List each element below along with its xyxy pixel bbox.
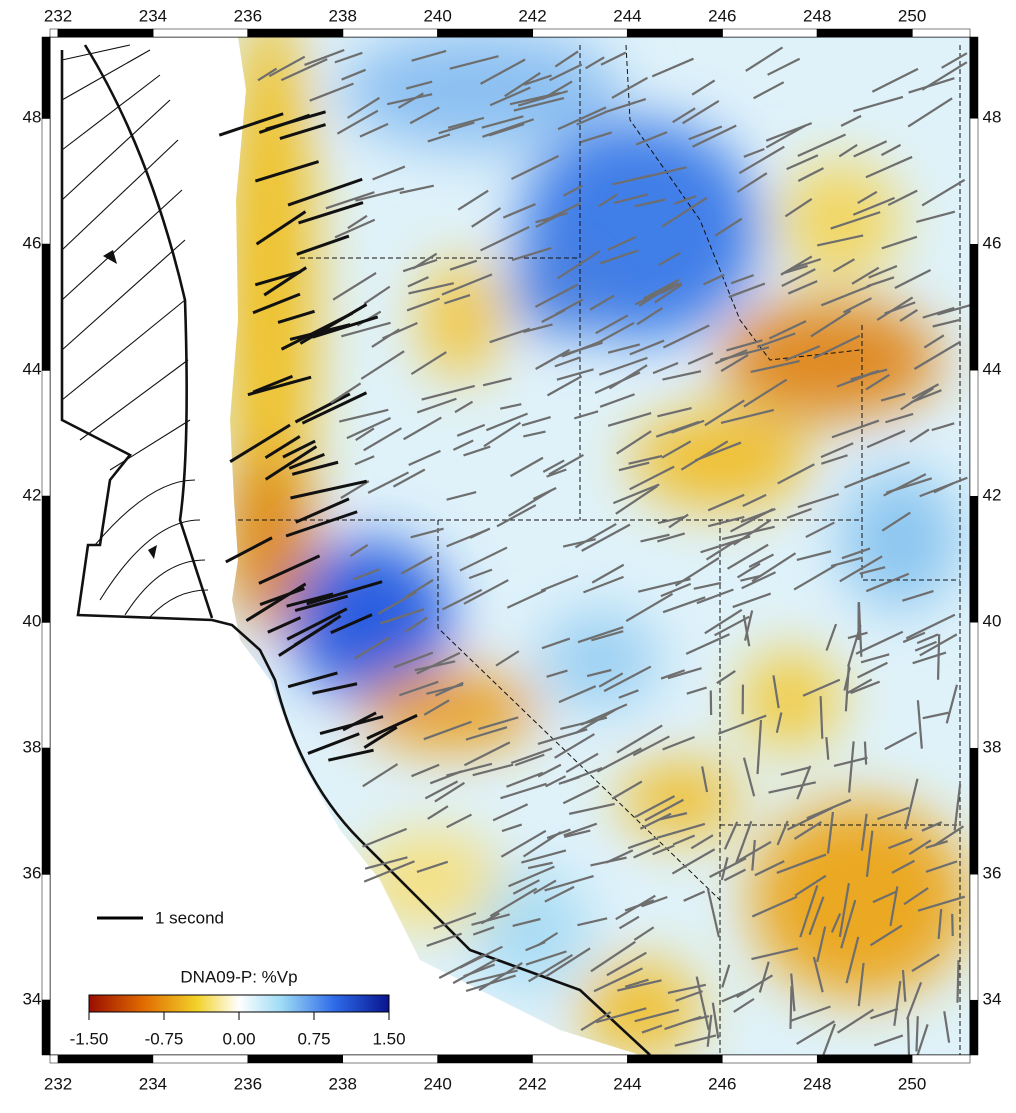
- frame-bar: [912, 1055, 970, 1063]
- frame-bar: [722, 1055, 817, 1063]
- frame-bar: [50, 29, 58, 37]
- x-tick-label: 246: [708, 6, 736, 25]
- splitting-stick: [916, 1016, 917, 1051]
- frame-bar: [58, 29, 153, 37]
- frame-bar: [817, 1055, 912, 1063]
- y-tick-label: 44: [23, 360, 42, 379]
- y-tick-label: 36: [23, 864, 42, 883]
- frame-bar: [970, 118, 978, 244]
- x-tick-label: 242: [518, 6, 546, 25]
- frame-bar: [627, 29, 722, 37]
- x-tick-label: 248: [803, 6, 831, 25]
- frame-bar: [153, 29, 248, 37]
- y-tick-label: 34: [23, 990, 42, 1009]
- frame-bar: [970, 244, 978, 370]
- map-body: [50, 0, 973, 1064]
- colorbar-tick-label: 1.50: [372, 1029, 405, 1048]
- frame-bar: [50, 1055, 58, 1063]
- x-tick-label: 240: [423, 6, 451, 25]
- colorbar-tick-label: 0.75: [297, 1029, 330, 1048]
- x-tick-label: 250: [898, 6, 926, 25]
- x-tick-label: 232: [44, 6, 72, 25]
- colorbar-tick-label: -0.75: [145, 1029, 184, 1048]
- frame-bar: [248, 1055, 343, 1063]
- frame-bar: [970, 1000, 978, 1055]
- frame-bar: [970, 748, 978, 874]
- x-tick-label: 236: [234, 1074, 262, 1093]
- x-tick-label: 238: [329, 6, 357, 25]
- frame-bar: [533, 1055, 628, 1063]
- frame-bar: [970, 496, 978, 622]
- y-tick-label: 42: [983, 486, 1002, 505]
- frame-bar: [912, 29, 970, 37]
- y-tick-label: 38: [23, 738, 42, 757]
- frame-bar: [970, 37, 978, 118]
- frame-bar: [722, 29, 817, 37]
- y-tick-label: 48: [23, 108, 42, 127]
- frame-bar: [42, 874, 50, 1000]
- frame-bar: [438, 29, 533, 37]
- frame-bar: [42, 118, 50, 244]
- y-tick-label: 48: [983, 108, 1002, 127]
- x-tick-label: 234: [139, 6, 167, 25]
- splitting-stick: [957, 960, 958, 1002]
- frame-bar: [42, 244, 50, 370]
- x-tick-label: 246: [708, 1074, 736, 1093]
- x-tick-label: 244: [613, 1074, 641, 1093]
- y-tick-label: 38: [983, 738, 1002, 757]
- x-tick-label: 242: [518, 1074, 546, 1093]
- colorbar-tick-label: 0.00: [222, 1029, 255, 1048]
- y-tick-label: 40: [23, 612, 42, 631]
- splitting-stick: [952, 914, 953, 936]
- splitting-stick: [790, 986, 791, 1029]
- splitting-stick: [865, 742, 866, 765]
- frame-bar: [970, 874, 978, 1000]
- frame-bar: [42, 37, 50, 118]
- colorbar-tick-label: -1.50: [70, 1029, 109, 1048]
- colorbar: [89, 995, 389, 1012]
- frame-bar: [248, 29, 343, 37]
- y-tick-label: 40: [983, 612, 1002, 631]
- legend-label: 1 second: [155, 908, 224, 927]
- frame-bar: [438, 1055, 533, 1063]
- frame-bar: [343, 29, 438, 37]
- x-tick-label: 236: [234, 6, 262, 25]
- frame-bar: [343, 1055, 438, 1063]
- y-tick-label: 46: [983, 234, 1002, 253]
- x-tick-label: 240: [423, 1074, 451, 1093]
- x-tick-label: 244: [613, 6, 641, 25]
- frame-bar: [42, 748, 50, 874]
- frame-bar: [42, 1000, 50, 1055]
- frame-bar: [42, 370, 50, 496]
- frame-bar: [42, 496, 50, 622]
- y-tick-label: 46: [23, 234, 42, 253]
- frame-bar: [42, 622, 50, 748]
- frame-bar: [970, 622, 978, 748]
- frame-bar: [970, 370, 978, 496]
- y-tick-label: 44: [983, 360, 1002, 379]
- y-tick-label: 36: [983, 864, 1002, 883]
- x-tick-label: 234: [139, 1074, 167, 1093]
- frame-bar: [153, 1055, 248, 1063]
- x-tick-label: 232: [44, 1074, 72, 1093]
- y-tick-label: 42: [23, 486, 42, 505]
- splitting-stick: [908, 1018, 909, 1056]
- x-tick-label: 238: [329, 1074, 357, 1093]
- frame-bar: [58, 1055, 153, 1063]
- frame-bar: [627, 1055, 722, 1063]
- y-tick-label: 34: [983, 990, 1002, 1009]
- frame-bar: [533, 29, 628, 37]
- frame-bar: [817, 29, 912, 37]
- colorbar-title: DNA09-P: %Vp: [180, 967, 297, 986]
- x-tick-label: 248: [803, 1074, 831, 1093]
- splitting-stick: [938, 634, 939, 680]
- x-tick-label: 250: [898, 1074, 926, 1093]
